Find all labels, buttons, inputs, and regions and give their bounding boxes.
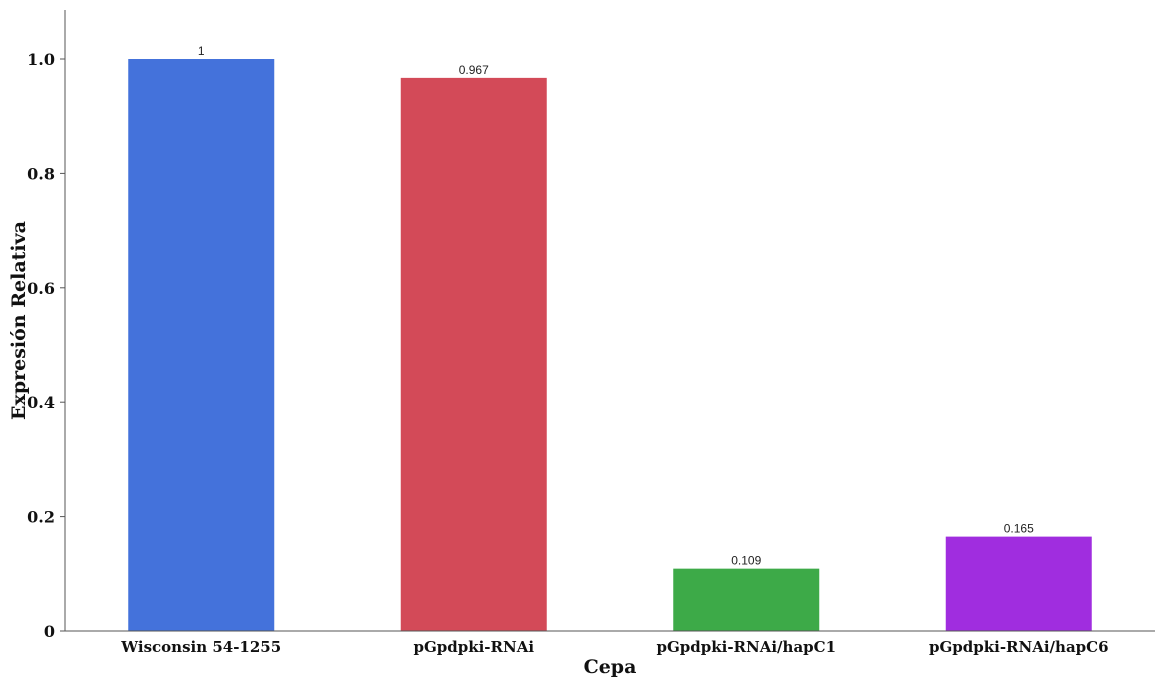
bar-value-label: 1 [198,44,205,58]
y-tick-label: 0.6 [27,279,55,298]
x-category-label: pGpdpki-RNAi/hapC1 [656,638,836,656]
y-axis-title: Expresión Relativa [8,221,30,420]
bar [128,59,275,631]
bar-value-label: 0.967 [459,63,489,77]
x-category-label: pGpdpki-RNAi/hapC6 [929,638,1109,656]
bar-value-label: 0.109 [731,554,761,568]
y-axis-ticks: 0 0.2 0.4 0.6 0.8 1.0 [27,50,65,641]
y-tick-label: 0.4 [27,393,55,412]
y-tick-label: 0.8 [27,164,55,183]
x-axis-title: Cepa [584,656,637,678]
y-tick-label: 0 [44,622,55,641]
bar-value-label: 0.165 [1004,522,1034,536]
bar [400,77,547,632]
x-axis-category-labels: Wisconsin 54-1255 pGpdpki-RNAi pGpdpki-RNA… [120,638,1108,656]
y-tick-label: 0.2 [27,508,55,527]
bars: 1 0.967 0.109 0.165 [128,44,1092,632]
bar [673,568,820,631]
bar [945,536,1092,631]
y-tick-label: 1.0 [27,50,55,69]
x-category-label: Wisconsin 54-1255 [120,638,281,656]
x-category-label: pGpdpki-RNAi [413,638,534,656]
